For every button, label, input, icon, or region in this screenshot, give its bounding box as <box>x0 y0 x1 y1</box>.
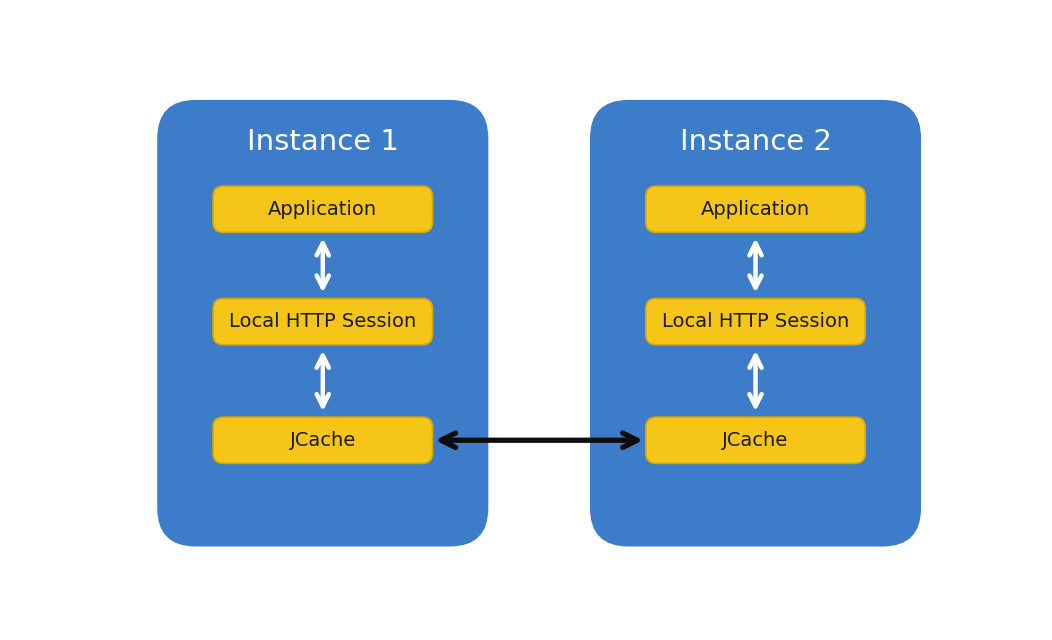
Text: Instance 1: Instance 1 <box>247 128 399 156</box>
FancyBboxPatch shape <box>214 417 432 463</box>
FancyBboxPatch shape <box>590 100 922 547</box>
FancyBboxPatch shape <box>646 186 865 232</box>
FancyBboxPatch shape <box>157 100 488 547</box>
Text: Instance 2: Instance 2 <box>680 128 831 156</box>
Text: Local HTTP Session: Local HTTP Session <box>229 312 417 331</box>
Text: JCache: JCache <box>723 431 789 450</box>
FancyBboxPatch shape <box>214 186 432 232</box>
Text: Application: Application <box>701 200 810 219</box>
FancyBboxPatch shape <box>646 417 865 463</box>
FancyBboxPatch shape <box>214 298 432 345</box>
FancyBboxPatch shape <box>646 298 865 345</box>
Text: JCache: JCache <box>289 431 356 450</box>
Text: Application: Application <box>268 200 378 219</box>
Text: Local HTTP Session: Local HTTP Session <box>662 312 849 331</box>
